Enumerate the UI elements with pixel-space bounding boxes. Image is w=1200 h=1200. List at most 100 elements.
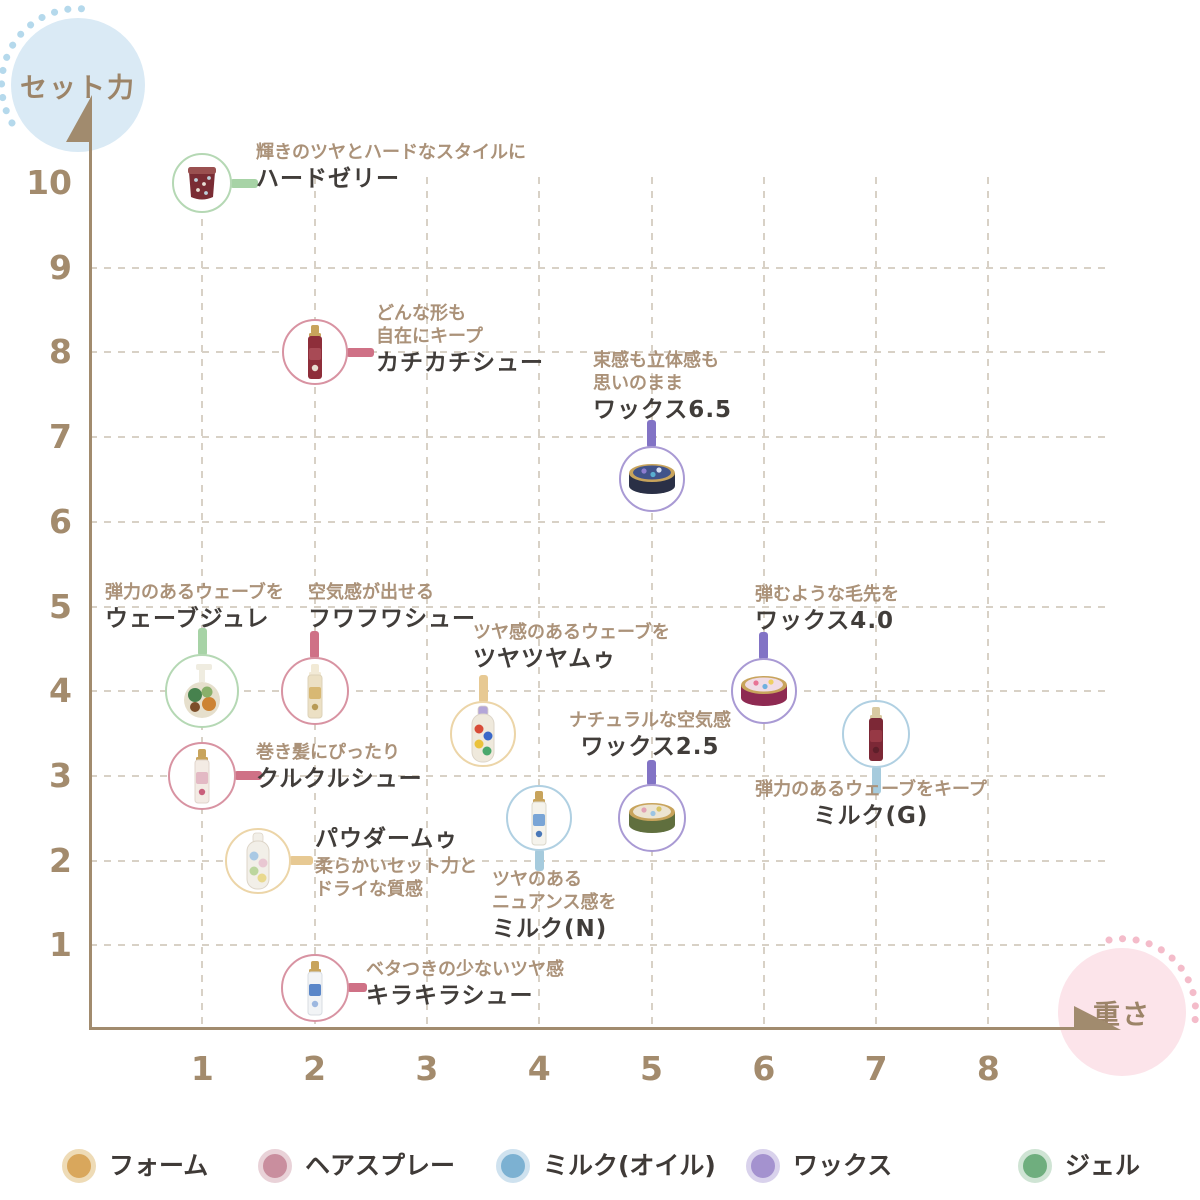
label-powder-mou: パウダームゥ柔らかいセット力と ドライな質感 xyxy=(315,826,477,901)
legend-label-milk: ミルク(オイル) xyxy=(543,1151,716,1180)
y-axis-title: セット力 xyxy=(20,72,136,104)
label-hard-jelly: 輝きのツヤとハードなスタイルにハードゼリー xyxy=(256,141,526,193)
product-name: クルクルシュー xyxy=(256,766,423,793)
product-name: ハードゼリー xyxy=(256,166,400,193)
product-description: ツヤのある ニュアンス感を xyxy=(492,869,617,914)
marker-connector-kurukuru-shoe xyxy=(234,771,263,781)
product-name: ワックス6.5 xyxy=(593,397,733,424)
product-image-kurukuru-shoe xyxy=(194,748,210,804)
y-tick-5: 5 xyxy=(49,586,72,626)
legend-item-gel: ジェル xyxy=(1018,1148,1200,1184)
x-tick-7: 7 xyxy=(864,1049,888,1088)
label-tsuyatsuya-mou: ツヤ感のあるウェーブを ツヤツヤムゥ xyxy=(473,621,670,673)
marker-connector-wax-25 xyxy=(647,760,656,787)
product-name: キラキラシュー xyxy=(366,983,534,1010)
label-kurukuru-shoe: 巻き髪にぴったりクルクルシュー xyxy=(256,741,423,793)
product-description: ナチュラルな空気感 xyxy=(569,710,731,731)
product-image-wave-jure xyxy=(184,664,221,719)
product-marker-kurukuru-shoe xyxy=(168,741,237,810)
marker-connector-wax-65 xyxy=(647,420,656,449)
legend-item-spray: ヘアスプレー xyxy=(258,1148,518,1184)
product-image-tsuyatsuya-mou xyxy=(471,705,495,763)
y-tick-3: 3 xyxy=(49,755,72,795)
product-image-wax-25 xyxy=(628,803,675,834)
label-kachikachi-shoe: どんな形も 自在にキープ カチカチシュー xyxy=(376,302,544,377)
gridline-h-1 xyxy=(90,944,1105,947)
gridline-h-3 xyxy=(90,774,1105,777)
x-tick-3: 3 xyxy=(415,1049,439,1088)
label-kirakira-shoe: ベタつきの少ないツヤ感キラキラシュー xyxy=(366,958,564,1010)
product-marker-fuwafuwa-shoe xyxy=(280,657,349,726)
product-name: ツヤツヤムゥ xyxy=(473,646,617,673)
y-tick-6: 6 xyxy=(49,501,72,541)
y-tick-8: 8 xyxy=(49,332,72,372)
label-wave-jure: 弾力のあるウェーブを ウェーブジュレ xyxy=(105,581,284,633)
product-name: ミルク(N) xyxy=(492,916,608,943)
product-description: 束感も立体感も 思いのまま xyxy=(593,350,719,395)
marker-connector-milk-n xyxy=(534,849,544,872)
y-tick-9: 9 xyxy=(49,247,72,287)
product-image-milk-n xyxy=(531,791,547,846)
product-image-hard-jelly xyxy=(188,167,217,200)
gridline-h-4 xyxy=(90,690,1105,693)
gridline-v-7 xyxy=(875,177,878,1030)
legend-dot-foam xyxy=(62,1149,96,1183)
product-marker-kachikachi-shoe xyxy=(281,319,348,386)
x-axis-title: 重さ xyxy=(1093,999,1151,1031)
product-name: ワックス4.0 xyxy=(755,608,895,635)
gridline-h-6 xyxy=(90,520,1105,523)
product-description: 柔らかいセット力と ドライな質感 xyxy=(315,856,477,901)
product-image-kachikachi-shoe xyxy=(307,325,322,380)
product-image-wax-40 xyxy=(740,676,787,707)
marker-connector-wax-40 xyxy=(759,632,769,661)
x-tick-8: 8 xyxy=(976,1049,1000,1088)
product-image-fuwafuwa-shoe xyxy=(307,664,323,719)
product-marker-milk-g xyxy=(842,699,911,768)
product-description: 輝きのツヤとハードなスタイルに xyxy=(256,142,526,163)
gridline-v-1 xyxy=(201,177,204,1030)
product-description: どんな形も 自在にキープ xyxy=(376,303,483,348)
legend-dot-spray xyxy=(258,1149,292,1183)
label-fuwafuwa-shoe: 空気感が出せるフワフワシュー xyxy=(308,581,476,633)
gridline-h-2 xyxy=(90,859,1105,862)
product-name: ワックス2.5 xyxy=(580,734,720,761)
gridline-v-3 xyxy=(425,177,428,1030)
product-name: ミルク(G) xyxy=(813,803,929,830)
legend-item-foam: フォーム xyxy=(62,1148,322,1184)
product-description: 空気感が出せる xyxy=(308,582,434,603)
x-tick-5: 5 xyxy=(640,1049,663,1088)
product-name: パウダームゥ xyxy=(315,826,459,852)
gridline-v-6 xyxy=(762,177,765,1030)
y-axis-title-bubble: セット力 xyxy=(11,18,145,152)
marker-connector-powder-mou xyxy=(289,856,314,866)
x-tick-1: 1 xyxy=(190,1049,214,1088)
product-image-milk-g xyxy=(869,706,884,761)
product-image-powder-mou xyxy=(246,832,270,890)
label-milk-g: 弾力のあるウェーブをキープミルク(G) xyxy=(755,778,987,830)
product-marker-wax-25 xyxy=(617,784,686,853)
y-tick-7: 7 xyxy=(49,417,72,457)
product-name: フワフワシュー xyxy=(308,606,476,633)
product-description: ベタつきの少ないツヤ感 xyxy=(366,959,564,980)
product-description: 巻き髪にぴったり xyxy=(256,742,400,763)
marker-connector-milk-g xyxy=(871,765,881,794)
y-tick-2: 2 xyxy=(49,840,72,880)
product-image-wax-65 xyxy=(628,464,675,495)
gridline-h-7 xyxy=(90,436,1105,439)
legend-item-milk: ミルク(オイル) xyxy=(496,1148,756,1184)
legend-item-wax: ワックス xyxy=(746,1148,1006,1184)
marker-connector-wave-jure xyxy=(197,628,207,657)
product-marker-hard-jelly xyxy=(172,153,233,213)
y-tick-1: 1 xyxy=(49,925,72,965)
product-marker-wax-40 xyxy=(730,658,797,725)
product-marker-kirakira-shoe xyxy=(280,953,349,1022)
gridline-v-2 xyxy=(313,177,316,1030)
product-marker-milk-n xyxy=(506,785,573,852)
legend-dot-wax xyxy=(746,1149,780,1183)
product-image-kirakira-shoe xyxy=(307,960,323,1016)
product-description: 弾力のあるウェーブをキープ xyxy=(755,779,987,800)
gridline-h-9 xyxy=(90,266,1105,269)
legend-label-foam: フォーム xyxy=(109,1151,209,1180)
product-marker-powder-mou xyxy=(225,827,292,894)
